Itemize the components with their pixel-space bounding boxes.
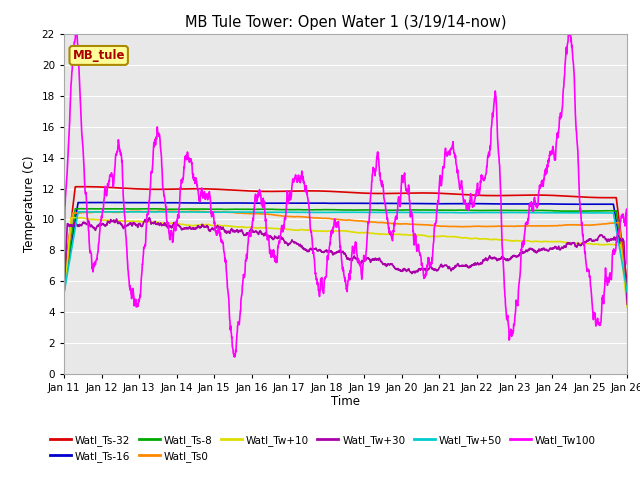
Watl_Ts-32 bbox=[80, 184, 88, 190]
Watl_Ts-8 bbox=[334, 207, 342, 213]
Watl_Ts-16 bbox=[623, 285, 631, 290]
Watl_Ts-16 bbox=[319, 200, 327, 206]
Watl_Tw+50 bbox=[60, 290, 68, 296]
Watl_Tw100 bbox=[89, 265, 97, 271]
Watl_Ts-32 bbox=[504, 192, 511, 198]
Line: Watl_Tw+50: Watl_Tw+50 bbox=[64, 212, 627, 293]
Watl_Tw100 bbox=[231, 354, 239, 360]
Watl_Ts-16 bbox=[334, 201, 342, 206]
Watl_Ts0 bbox=[168, 208, 175, 214]
Watl_Ts-16 bbox=[607, 201, 614, 207]
Watl_Tw+50 bbox=[504, 210, 511, 216]
Watl_Ts-8 bbox=[319, 207, 327, 213]
Watl_Ts-16 bbox=[60, 286, 68, 291]
Watl_Tw+50 bbox=[319, 210, 327, 216]
Watl_Tw+10 bbox=[623, 304, 631, 310]
Watl_Tw+30 bbox=[60, 290, 68, 296]
Watl_Tw100 bbox=[607, 277, 615, 283]
Watl_Ts-32 bbox=[334, 189, 342, 194]
Watl_Tw100 bbox=[60, 292, 68, 298]
Watl_Ts-32 bbox=[319, 188, 327, 194]
Watl_Ts-8 bbox=[607, 208, 614, 214]
Watl_Tw100 bbox=[319, 287, 327, 293]
Watl_Ts-16 bbox=[89, 200, 97, 205]
Watl_Ts0 bbox=[607, 220, 614, 226]
Watl_Tw+10 bbox=[319, 228, 327, 234]
Watl_Tw100 bbox=[566, 26, 574, 32]
Watl_Ts-16 bbox=[504, 201, 511, 207]
Watl_Tw100 bbox=[623, 261, 631, 266]
Watl_Ts-16 bbox=[106, 200, 114, 205]
Legend: Watl_Ts-32, Watl_Ts-16, Watl_Ts-8, Watl_Ts0, Watl_Tw+10, Watl_Tw+30, Watl_Tw+50,: Watl_Ts-32, Watl_Ts-16, Watl_Ts-8, Watl_… bbox=[46, 431, 600, 466]
Y-axis label: Temperature (C): Temperature (C) bbox=[23, 156, 36, 252]
Line: Watl_Ts0: Watl_Ts0 bbox=[64, 211, 627, 296]
Watl_Tw+50 bbox=[89, 209, 97, 215]
Watl_Ts-32 bbox=[60, 278, 68, 284]
Watl_Ts-32 bbox=[607, 195, 615, 201]
Watl_Tw100 bbox=[607, 276, 615, 282]
Watl_Ts0 bbox=[89, 209, 97, 215]
Watl_Ts0 bbox=[319, 216, 327, 221]
Line: Watl_Ts-16: Watl_Ts-16 bbox=[64, 203, 627, 288]
Title: MB Tule Tower: Open Water 1 (3/19/14-now): MB Tule Tower: Open Water 1 (3/19/14-now… bbox=[185, 15, 506, 30]
Watl_Tw+30 bbox=[145, 215, 153, 220]
Watl_Ts0 bbox=[623, 293, 631, 299]
Text: MB_tule: MB_tule bbox=[72, 49, 125, 62]
Watl_Ts-8 bbox=[623, 288, 631, 293]
Watl_Tw+50 bbox=[334, 209, 342, 215]
Watl_Tw+30 bbox=[89, 225, 97, 230]
Watl_Ts-32 bbox=[607, 195, 614, 201]
Watl_Tw+50 bbox=[607, 210, 614, 216]
Line: Watl_Tw+10: Watl_Tw+10 bbox=[64, 217, 627, 307]
Watl_Ts-8 bbox=[79, 206, 86, 212]
Watl_Tw+10 bbox=[71, 215, 79, 220]
Watl_Tw+10 bbox=[89, 216, 97, 222]
Line: Watl_Tw100: Watl_Tw100 bbox=[64, 29, 627, 357]
Watl_Tw+10 bbox=[334, 228, 342, 234]
Watl_Ts-8 bbox=[504, 207, 511, 213]
Watl_Tw+30 bbox=[334, 249, 342, 254]
Watl_Tw+50 bbox=[607, 210, 615, 216]
Watl_Tw+50 bbox=[623, 289, 631, 295]
Watl_Ts-32 bbox=[623, 281, 631, 287]
Watl_Tw+30 bbox=[504, 256, 511, 262]
Watl_Ts0 bbox=[504, 223, 511, 229]
Watl_Ts-8 bbox=[607, 208, 615, 214]
Watl_Tw+10 bbox=[607, 241, 615, 247]
Watl_Tw+10 bbox=[607, 241, 614, 247]
Watl_Tw+30 bbox=[607, 237, 615, 243]
Watl_Tw+30 bbox=[319, 249, 327, 254]
X-axis label: Time: Time bbox=[331, 395, 360, 408]
Watl_Ts0 bbox=[607, 220, 615, 226]
Watl_Ts0 bbox=[60, 291, 68, 297]
Watl_Ts-16 bbox=[607, 201, 615, 207]
Watl_Tw+30 bbox=[623, 301, 631, 307]
Watl_Tw+10 bbox=[504, 238, 511, 243]
Watl_Tw+50 bbox=[75, 209, 83, 215]
Line: Watl_Ts-32: Watl_Ts-32 bbox=[64, 187, 627, 284]
Watl_Tw100 bbox=[504, 312, 511, 318]
Watl_Tw+30 bbox=[607, 237, 614, 243]
Line: Watl_Ts-8: Watl_Ts-8 bbox=[64, 209, 627, 292]
Watl_Tw+10 bbox=[60, 293, 68, 299]
Watl_Ts-8 bbox=[89, 206, 97, 212]
Watl_Tw100 bbox=[334, 219, 342, 225]
Watl_Ts-32 bbox=[89, 184, 97, 190]
Line: Watl_Tw+30: Watl_Tw+30 bbox=[64, 217, 627, 304]
Watl_Ts-8 bbox=[60, 289, 68, 295]
Watl_Ts0 bbox=[334, 216, 342, 222]
